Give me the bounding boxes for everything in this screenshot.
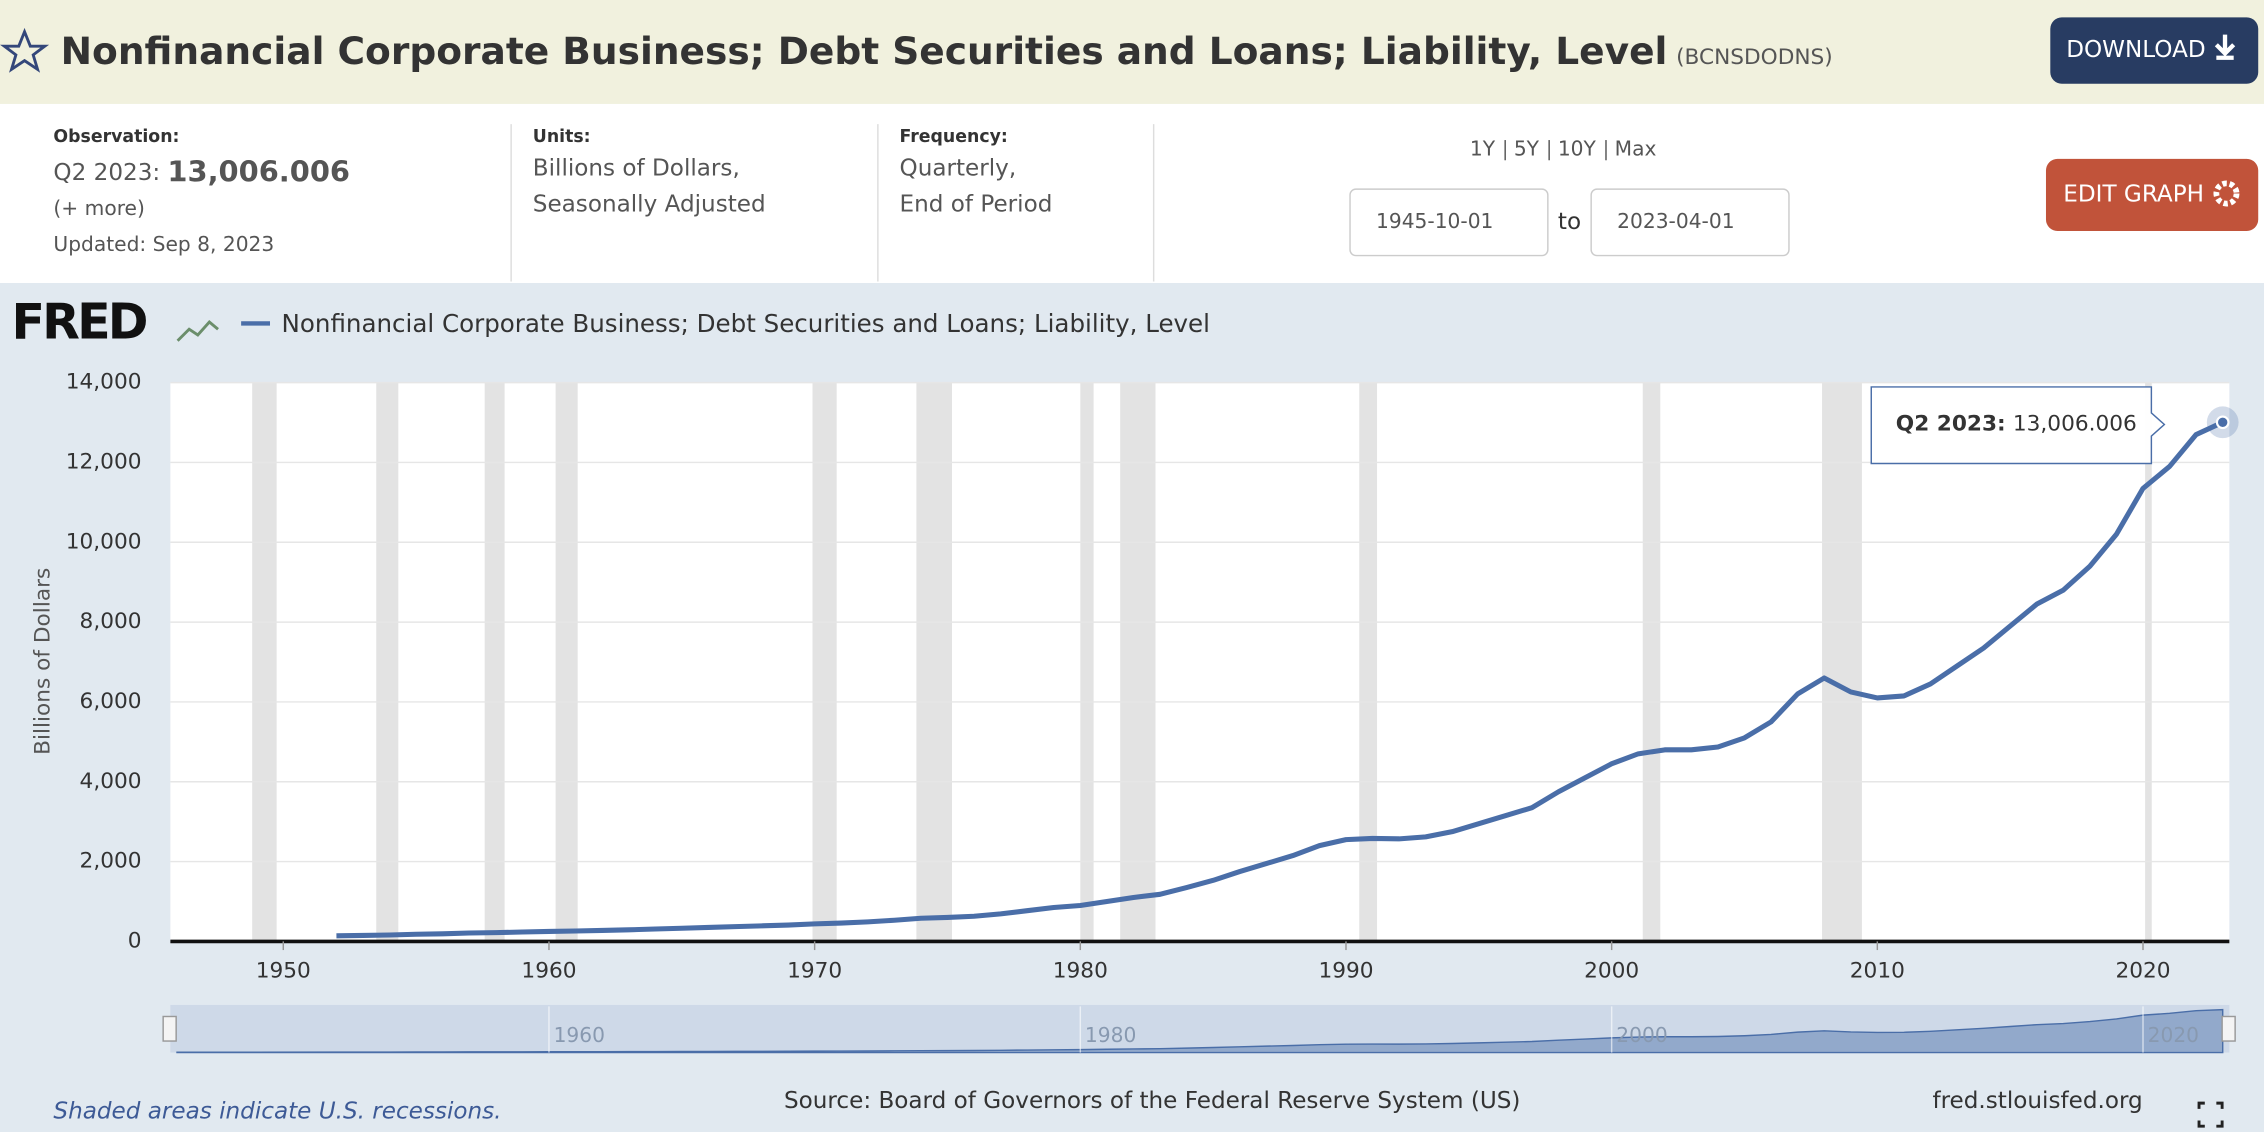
units-line: Seasonally Adjusted bbox=[533, 192, 766, 218]
start-date-input[interactable] bbox=[1349, 188, 1549, 257]
x-tick-label: 2020 bbox=[2115, 959, 2170, 984]
legend-label: Nonfinancial Corporate Business; Debt Se… bbox=[282, 309, 1210, 338]
recession-band bbox=[555, 382, 578, 942]
frequency-line: Quarterly, bbox=[900, 155, 1017, 181]
y-tick-label: 0 bbox=[128, 928, 142, 953]
x-tick-label: 2000 bbox=[1584, 959, 1639, 984]
recession-band bbox=[2145, 382, 2152, 942]
y-tick-label: 10,000 bbox=[66, 529, 142, 554]
edit-graph-bg bbox=[2045, 158, 2259, 232]
end-date-input[interactable] bbox=[1590, 188, 1790, 257]
navigator-tick-label: 2000 bbox=[1616, 1023, 1667, 1047]
observation-period: Q2 2023: bbox=[53, 160, 160, 186]
recession-band bbox=[1120, 382, 1156, 942]
gear-icon bbox=[2213, 180, 2240, 207]
series-title: Nonfinancial Corporate Business; Debt Se… bbox=[61, 29, 1668, 73]
x-tick-label: 2010 bbox=[1850, 959, 1905, 984]
frequency-label: Frequency: bbox=[900, 127, 1008, 147]
navigator-tick-label: 2020 bbox=[2148, 1023, 2199, 1047]
edit-graph-label: EDIT GRAPH bbox=[2063, 181, 2204, 207]
recession-band bbox=[1822, 382, 1862, 942]
x-tick-label: 1960 bbox=[521, 959, 576, 984]
recession-band bbox=[1359, 382, 1378, 942]
range-joiner: to bbox=[1558, 209, 1581, 235]
observation-value: 13,006.006 bbox=[167, 154, 350, 188]
navigator-tick-label: 1980 bbox=[1085, 1023, 1136, 1047]
x-tick-label: 1990 bbox=[1318, 959, 1373, 984]
recession-band bbox=[812, 382, 837, 942]
x-tick-label: 1970 bbox=[787, 959, 842, 984]
navigator-handle[interactable] bbox=[2221, 1015, 2236, 1042]
end-date: 2023-04-01 bbox=[1617, 209, 1734, 233]
range-preset[interactable]: 5Y bbox=[1514, 137, 1540, 161]
site-link[interactable]: fred.stlouisfed.org bbox=[1932, 1088, 2142, 1114]
recession-note: Shaded areas indicate U.S. recessions. bbox=[53, 1098, 501, 1124]
navigator[interactable] bbox=[170, 1004, 2230, 1053]
recession-band bbox=[484, 382, 505, 942]
download-icon bbox=[2214, 34, 2236, 60]
range-presets: 1Y 5Y 10Y Max bbox=[1470, 137, 1657, 161]
units-line: Billions of Dollars, bbox=[533, 155, 740, 181]
header-band bbox=[0, 0, 2264, 104]
fred-logo: FRED bbox=[12, 292, 147, 350]
x-tick-label: 1980 bbox=[1053, 959, 1108, 984]
fullscreen-icon[interactable] bbox=[2197, 1101, 2224, 1128]
navigator-handle[interactable] bbox=[162, 1015, 177, 1042]
download-button[interactable]: DOWNLOAD bbox=[2050, 17, 2259, 84]
download-label: DOWNLOAD bbox=[2066, 37, 2205, 63]
hover-point bbox=[2215, 415, 2230, 430]
range-preset[interactable]: Max bbox=[1615, 137, 1657, 161]
range-preset[interactable]: 1Y bbox=[1470, 137, 1496, 161]
series-id: (BCNSDODNS) bbox=[1676, 45, 1833, 70]
y-tick-label: 6,000 bbox=[80, 689, 142, 714]
observation-label: Observation: bbox=[53, 127, 179, 147]
y-axis-label: Billions of Dollars bbox=[30, 568, 55, 755]
y-tick-label: 8,000 bbox=[80, 609, 142, 634]
source: Source: Board of Governors of the Federa… bbox=[784, 1088, 1520, 1114]
range-preset[interactable]: 10Y bbox=[1558, 137, 1597, 161]
plot-area bbox=[170, 382, 2230, 942]
chart: 0 2,000 4,000 6,000 8,000 10,000 12,000 14,000 1… bbox=[66, 370, 2239, 984]
x-tick-label: 1950 bbox=[256, 959, 311, 984]
logo-icon bbox=[176, 319, 219, 342]
tooltip-box bbox=[1870, 386, 2166, 465]
recession-band bbox=[376, 382, 399, 942]
recession-band bbox=[1642, 382, 1661, 942]
navigator-tick-label: 1960 bbox=[554, 1023, 605, 1047]
y-tick-label: 12,000 bbox=[66, 449, 142, 474]
series-line bbox=[336, 420, 2224, 939]
tooltip-period: Q2 2023: bbox=[1896, 412, 2006, 437]
frequency-line: End of Period bbox=[900, 192, 1053, 218]
start-date: 1945-10-01 bbox=[1376, 209, 1493, 233]
tooltip-value: 13,006.006 bbox=[2013, 412, 2137, 437]
download-button-bg bbox=[2050, 17, 2259, 84]
units-label: Units: bbox=[533, 127, 591, 147]
more-link[interactable]: (+ more) bbox=[53, 196, 144, 220]
y-tick-label: 2,000 bbox=[80, 849, 142, 874]
recession-band bbox=[1080, 382, 1094, 942]
info-band bbox=[0, 103, 2264, 283]
navigator-series: 1960 1980 2000 2020 bbox=[176, 1006, 2224, 1054]
navigator-area bbox=[176, 1008, 2224, 1054]
updated-date: Updated: Sep 8, 2023 bbox=[53, 232, 274, 256]
edit-graph-button[interactable]: EDIT GRAPH bbox=[2045, 158, 2259, 232]
recession-band bbox=[916, 382, 952, 942]
favorite-star[interactable] bbox=[0, 27, 50, 73]
recession-band bbox=[252, 382, 277, 942]
y-tick-label: 4,000 bbox=[80, 769, 142, 794]
y-tick-label: 14,000 bbox=[66, 370, 142, 395]
